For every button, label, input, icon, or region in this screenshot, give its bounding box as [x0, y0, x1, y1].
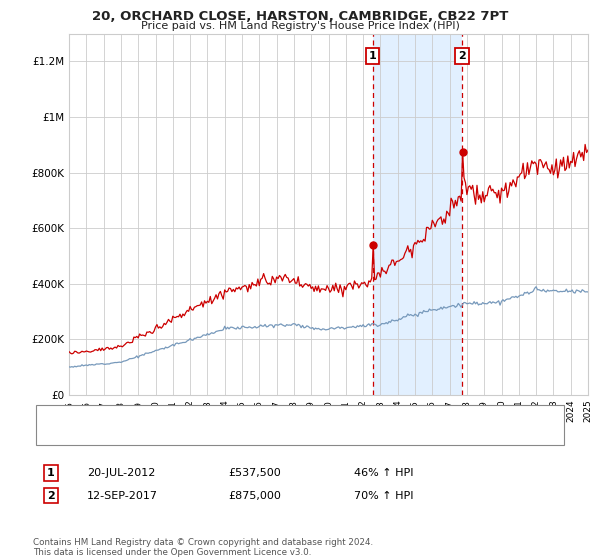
Text: 20, ORCHARD CLOSE, HARSTON, CAMBRIDGE, CB22 7PT: 20, ORCHARD CLOSE, HARSTON, CAMBRIDGE, C… [92, 10, 508, 23]
Text: 1: 1 [47, 468, 55, 478]
Text: 12-SEP-2017: 12-SEP-2017 [87, 491, 158, 501]
Text: —: — [47, 428, 62, 442]
Bar [373, 34, 462, 395]
Text: £875,000: £875,000 [228, 491, 281, 501]
Text: —: — [47, 409, 62, 424]
Text: 20, ORCHARD CLOSE, HARSTON, CAMBRIDGE, CB22 7PT (detached house): 20, ORCHARD CLOSE, HARSTON, CAMBRIDGE, C… [75, 411, 446, 421]
Text: 70% ↑ HPI: 70% ↑ HPI [354, 491, 413, 501]
Text: 2: 2 [47, 491, 55, 501]
Text: 2: 2 [458, 51, 466, 61]
Text: Price paid vs. HM Land Registry's House Price Index (HPI): Price paid vs. HM Land Registry's House … [140, 21, 460, 31]
Text: 20-JUL-2012: 20-JUL-2012 [87, 468, 155, 478]
Text: £537,500: £537,500 [228, 468, 281, 478]
Text: HPI: Average price, detached house, South Cambridgeshire: HPI: Average price, detached house, Sout… [75, 430, 371, 440]
Text: Contains HM Land Registry data © Crown copyright and database right 2024.
This d: Contains HM Land Registry data © Crown c… [33, 538, 373, 557]
Text: 46% ↑ HPI: 46% ↑ HPI [354, 468, 413, 478]
Text: 1: 1 [369, 51, 376, 61]
